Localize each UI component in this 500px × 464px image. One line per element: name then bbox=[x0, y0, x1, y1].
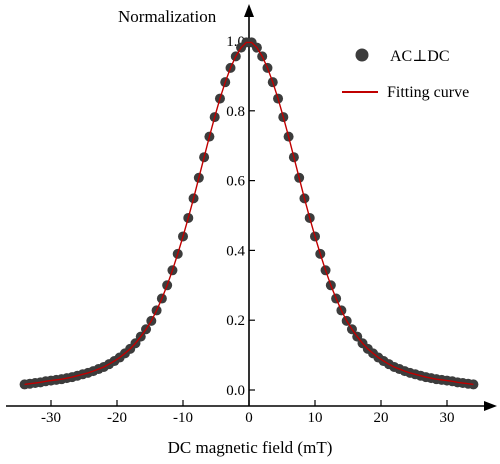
x-tick-label: -10 bbox=[173, 410, 193, 426]
x-tick-label: 20 bbox=[374, 410, 389, 426]
x-ticks: -30 -20 -10 0 10 20 30 bbox=[41, 400, 455, 426]
y-ticks: 0.00.20.40.60.81.0 bbox=[226, 34, 255, 399]
y-tick-label: 0.8 bbox=[226, 104, 245, 120]
y-tick-label: 0.6 bbox=[226, 174, 245, 190]
series-layer bbox=[19, 37, 479, 390]
x-axis-title: DC magnetic field (mT) bbox=[168, 438, 333, 457]
x-tick-label: -20 bbox=[107, 410, 127, 426]
y-tick-label: 0.4 bbox=[226, 243, 245, 259]
x-tick-label: 10 bbox=[308, 410, 323, 426]
y-axis-arrowhead bbox=[244, 4, 254, 17]
legend-marker-scatter bbox=[355, 48, 369, 62]
y-axis-title: Normalization bbox=[118, 7, 217, 26]
legend-label-line: Fitting curve bbox=[387, 84, 469, 101]
y-tick-label: 0.0 bbox=[226, 383, 245, 399]
x-tick-label: 30 bbox=[440, 410, 455, 426]
x-axis-arrowhead bbox=[484, 401, 497, 411]
y-tick-label: 0.2 bbox=[226, 313, 245, 329]
legend: AC⊥DC Fitting curve bbox=[342, 48, 469, 101]
legend-label-scatter: AC⊥DC bbox=[390, 48, 450, 65]
fitting-curve bbox=[24, 41, 474, 386]
x-tick-label: 0 bbox=[245, 410, 253, 426]
x-tick-label: -30 bbox=[41, 410, 61, 426]
